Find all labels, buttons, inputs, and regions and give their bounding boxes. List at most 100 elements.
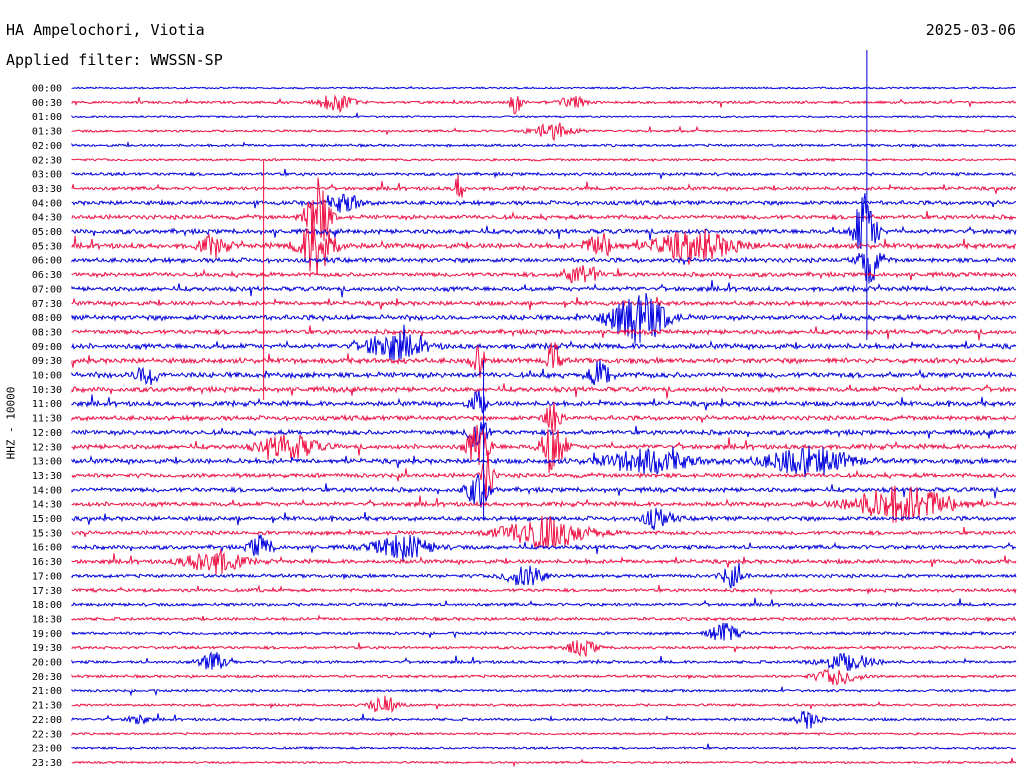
row-time-label: 00:00 <box>32 84 62 95</box>
row-time-label: 20:30 <box>32 672 62 683</box>
trace-line <box>71 731 1017 737</box>
row-time-label: 11:00 <box>32 399 62 410</box>
trace-line <box>71 534 1017 561</box>
row-time-label: 19:00 <box>32 629 62 640</box>
trace-line <box>71 651 1017 672</box>
trace-line <box>71 668 1017 686</box>
trace-line <box>71 265 1017 284</box>
trace-line <box>71 597 1017 608</box>
trace-line <box>71 515 1017 550</box>
trace-line <box>71 122 1017 142</box>
trace-line <box>71 390 1017 414</box>
trace-line <box>71 424 1017 473</box>
trace-line <box>71 342 1017 378</box>
trace-line <box>71 223 1017 276</box>
trace-line <box>71 193 1017 250</box>
row-time-label: 22:30 <box>32 729 62 740</box>
trace-line <box>71 622 1017 641</box>
row-time-label: 12:30 <box>32 442 62 453</box>
trace-line <box>71 383 1017 399</box>
row-time-label: 18:30 <box>32 614 62 625</box>
trace-line <box>71 686 1017 697</box>
row-time-label: 08:30 <box>32 327 62 338</box>
row-time-label: 11:30 <box>32 414 62 425</box>
row-time-label: 21:00 <box>32 686 62 697</box>
trace-line <box>71 279 1016 298</box>
trace-line <box>71 562 1017 589</box>
row-time-label: 22:00 <box>32 715 62 726</box>
row-time-label: 00:30 <box>32 98 62 109</box>
row-time-label: 06:00 <box>32 256 62 267</box>
row-time-label: 17:30 <box>32 586 62 597</box>
row-time-label: 18:00 <box>32 600 62 611</box>
row-time-label: 23:00 <box>32 744 62 755</box>
trace-line <box>71 157 1017 163</box>
row-time-label: 21:30 <box>32 701 62 712</box>
trace-line <box>71 485 1017 523</box>
row-time-label: 19:30 <box>32 643 62 654</box>
row-time-label: 14:00 <box>32 485 62 496</box>
trace-line <box>71 507 1017 531</box>
trace-line <box>71 584 1017 596</box>
row-time-label: 20:00 <box>32 658 62 669</box>
row-time-label: 05:30 <box>32 241 62 252</box>
row-time-label: 23:30 <box>32 758 62 769</box>
date-label: 2025-03-06 <box>925 21 1016 39</box>
row-time-label: 14:30 <box>32 500 62 511</box>
trace-line <box>71 401 1017 432</box>
row-time-label: 17:00 <box>32 571 62 582</box>
trace-line <box>71 252 1017 284</box>
trace-line <box>71 94 1017 115</box>
trace-line <box>71 757 1017 768</box>
row-time-label: 04:00 <box>32 198 62 209</box>
row-time-label: 09:00 <box>32 342 62 353</box>
row-time-label: 08:00 <box>32 313 62 324</box>
trace-line <box>71 324 1017 362</box>
trace-line <box>71 168 1017 179</box>
row-time-label: 13:00 <box>32 457 62 468</box>
trace-line <box>71 710 1017 729</box>
trace-line <box>71 639 1017 657</box>
row-time-label: 12:00 <box>32 428 62 439</box>
trace-line <box>71 174 1017 198</box>
trace-line <box>71 549 1017 575</box>
trace-line <box>71 614 1017 623</box>
row-time-label: 04:30 <box>32 213 62 224</box>
trace-line <box>71 193 1017 213</box>
row-time-label: 03:00 <box>32 170 62 181</box>
trace-line <box>71 445 1017 478</box>
trace-line <box>71 359 1017 386</box>
trace-line <box>71 743 1017 751</box>
trace-line <box>71 140 1017 149</box>
trace-line <box>71 695 1017 713</box>
row-time-label: 13:30 <box>32 471 62 482</box>
filter-label: Applied filter: WWSSN-SP <box>6 51 223 69</box>
row-time-label: 10:00 <box>32 371 62 382</box>
row-time-label: 01:30 <box>32 127 62 138</box>
row-time-label: 02:30 <box>32 155 62 166</box>
row-time-label: 03:30 <box>32 184 62 195</box>
row-time-label: 02:00 <box>32 141 62 152</box>
row-time-label: 16:30 <box>32 557 62 568</box>
trace-line <box>71 111 1017 119</box>
row-time-label: 07:00 <box>32 284 62 295</box>
station-title: HA Ampelochori, Viotia <box>6 21 205 39</box>
trace-line <box>71 449 1017 502</box>
row-time-label: 09:30 <box>32 356 62 367</box>
row-time-label: 06:30 <box>32 270 62 281</box>
row-time-label: 07:30 <box>32 299 62 310</box>
row-time-label: 05:00 <box>32 227 62 238</box>
trace-line <box>71 473 1017 508</box>
row-labels: 00:00 00:30 01:00 01:30 02:00 02:30 03:00 03:30… <box>32 84 62 769</box>
row-time-label: 01:00 <box>32 112 62 123</box>
trace-line <box>71 293 1017 344</box>
trace-line <box>71 85 1017 90</box>
trace-line <box>71 421 1017 448</box>
row-time-label: 16:00 <box>32 543 62 554</box>
row-time-label: 15:30 <box>32 528 62 539</box>
traces <box>71 50 1017 768</box>
trace-line <box>71 325 1017 341</box>
row-time-label: 15:00 <box>32 514 62 525</box>
trace-line <box>71 296 1016 310</box>
